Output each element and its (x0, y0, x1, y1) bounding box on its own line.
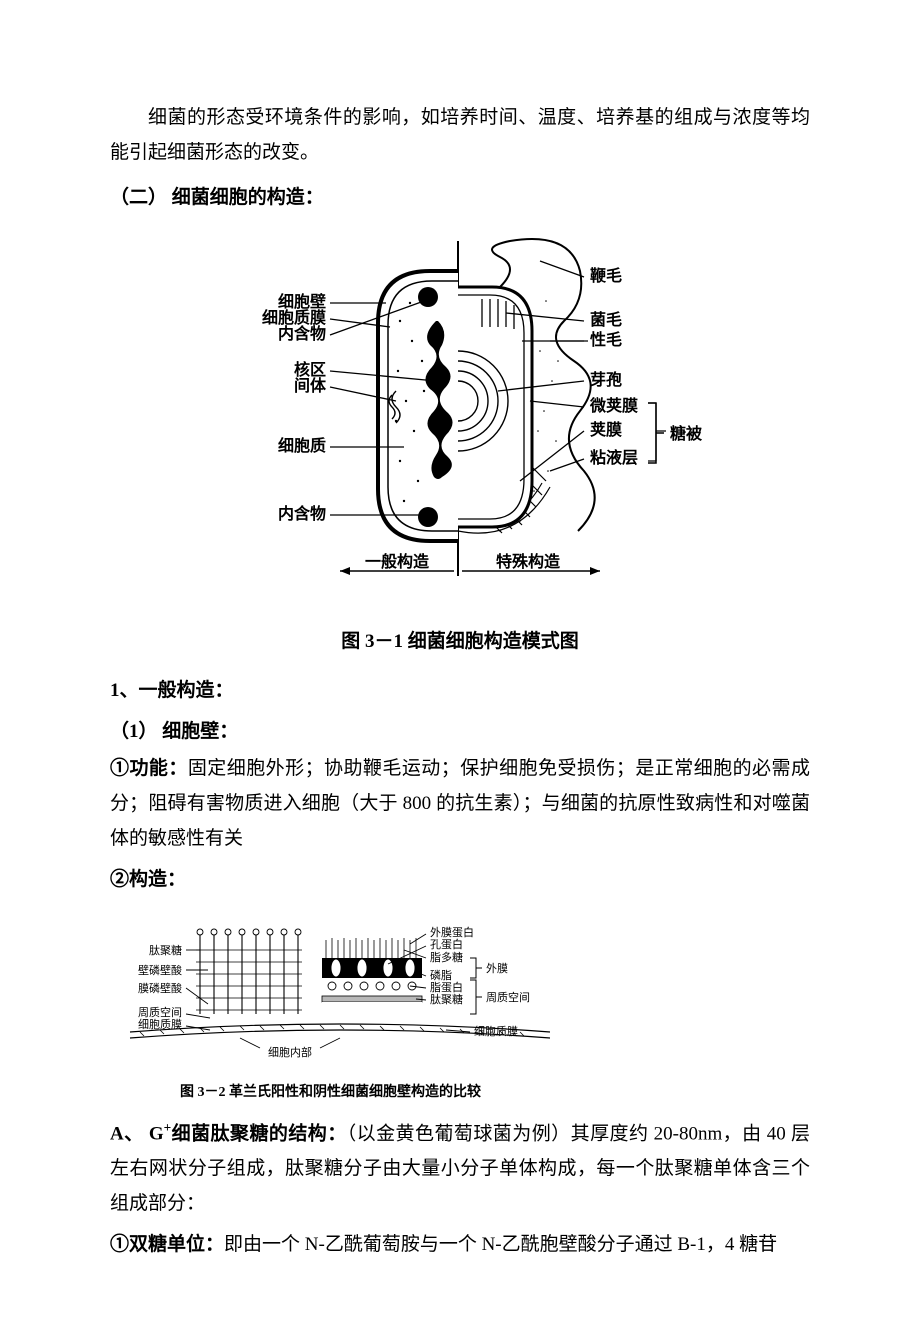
label-mesosome: 间体 (294, 376, 327, 395)
f2-periplasm-r: 周质空间 (486, 990, 530, 1004)
f2-periplasm-l: 周质空间 (138, 1005, 182, 1019)
section-2-heading: （二） 细菌细胞的构造： (110, 180, 810, 215)
cell-wall-comparison-diagram: 肽聚糖 壁磷壁酸 膜磷壁酸 周质空间 细胞质膜 外膜蛋白 孔蛋白 脂多糖 外膜 … (110, 914, 570, 1064)
f2-cytomembrane-r: 细胞质膜 (474, 1025, 518, 1038)
label-spore: 芽孢 (590, 370, 622, 389)
document-page: 细菌的形态受环境条件的影响，如培养时间、温度、培养基的组成与浓度等均能引起细菌形… (0, 0, 920, 1328)
label-capsule: 荚膜 (590, 420, 622, 439)
figure-3-1-caption: 图 3－1 细菌细胞构造模式图 (110, 624, 810, 659)
f2-lipoprotein: 脂蛋白 (430, 980, 463, 994)
label-inclusion-bot: 内含物 (278, 504, 326, 523)
label-membrane: 细胞质膜 (262, 308, 326, 327)
gram-positive-paragraph: A、 G+细菌肽聚糖的结构：（以金黄色葡萄球菌为例）其厚度约 20-80nm，由… (110, 1116, 810, 1222)
intro-paragraph: 细菌的形态受环境条件的影响，如培养时间、温度、培养基的组成与浓度等均能引起细菌形… (110, 100, 810, 170)
label-cell-wall: 细胞壁 (278, 292, 326, 311)
structure-label: ②构造： (110, 862, 810, 897)
figure-3-2-caption: 图 3－2 革兰氏阳性和阴性细菌细胞壁构造的比较 (180, 1080, 810, 1106)
figure-3-2: 肽聚糖 壁磷壁酸 膜磷壁酸 周质空间 细胞质膜 外膜蛋白 孔蛋白 脂多糖 外膜 … (110, 914, 810, 1106)
f2-peptidoglycan-l: 肽聚糖 (149, 943, 182, 957)
label-cytoplasm: 细胞质 (278, 436, 326, 455)
f2-porin: 孔蛋白 (430, 937, 463, 951)
label-nucleoid: 核区 (294, 360, 326, 379)
heading-cell-wall: （1） 细胞壁： (110, 714, 810, 749)
f2-outer-membrane: 外膜 (486, 962, 508, 975)
f2-lps: 脂多糖 (430, 950, 463, 964)
figure-3-1: 细胞壁 细胞质膜 内含物 核区 间体 细胞质 内含物 (110, 231, 810, 613)
disaccharide-paragraph: ①双糖单位：即由一个 N-乙酰葡萄胺与一个 N-乙酰胞壁酸分子通过 B-1，4 … (110, 1227, 810, 1262)
f2-cell-interior: 细胞内部 (268, 1045, 312, 1059)
heading-general: 1、一般构造： (110, 673, 810, 708)
f2-wall-teichoic: 壁磷壁酸 (138, 963, 182, 977)
label-glycocalyx: 糖被 (670, 424, 703, 443)
function-label: ①功能： (110, 758, 188, 779)
f2-membrane-teichoic: 膜磷壁酸 (138, 981, 182, 995)
disaccharide-text: 即由一个 N-乙酰葡萄胺与一个 N-乙酰胞壁酸分子通过 B-1，4 糖苷 (224, 1234, 777, 1255)
gplus-bold-tail: 细菌肽聚糖的结构： (171, 1123, 347, 1144)
label-slime: 粘液层 (590, 448, 638, 467)
label-inclusion-top: 内含物 (278, 324, 326, 343)
function-text: 固定细胞外形；协助鞭毛运动；保护细胞免受损伤；是正常细胞的必需成分；阻碍有害物质… (110, 758, 810, 849)
bacteria-cell-diagram: 细胞壁 细胞质膜 内含物 核区 间体 细胞质 内含物 (200, 231, 720, 601)
function-paragraph: ①功能：固定细胞外形；协助鞭毛运动；保护细胞免受损伤；是正常细胞的必需成分；阻碍… (110, 751, 810, 856)
gplus-label: A、 G (110, 1123, 164, 1144)
label-flagellum: 鞭毛 (590, 266, 622, 285)
f2-cytomembrane-l: 细胞质膜 (138, 1018, 182, 1031)
f2-phospholipid: 磷脂 (430, 968, 452, 982)
label-fimbriae: 菌毛 (590, 310, 622, 329)
f2-omp: 外膜蛋白 (430, 925, 474, 939)
label-microcapsule: 微荚膜 (589, 396, 638, 415)
label-general-structure: 一般构造 (365, 552, 430, 571)
label-special-structure: 特殊构造 (496, 552, 561, 571)
disaccharide-label: ①双糖单位： (110, 1234, 224, 1255)
f2-peptidoglycan-r: 肽聚糖 (430, 992, 463, 1006)
label-pilus: 性毛 (590, 330, 622, 349)
